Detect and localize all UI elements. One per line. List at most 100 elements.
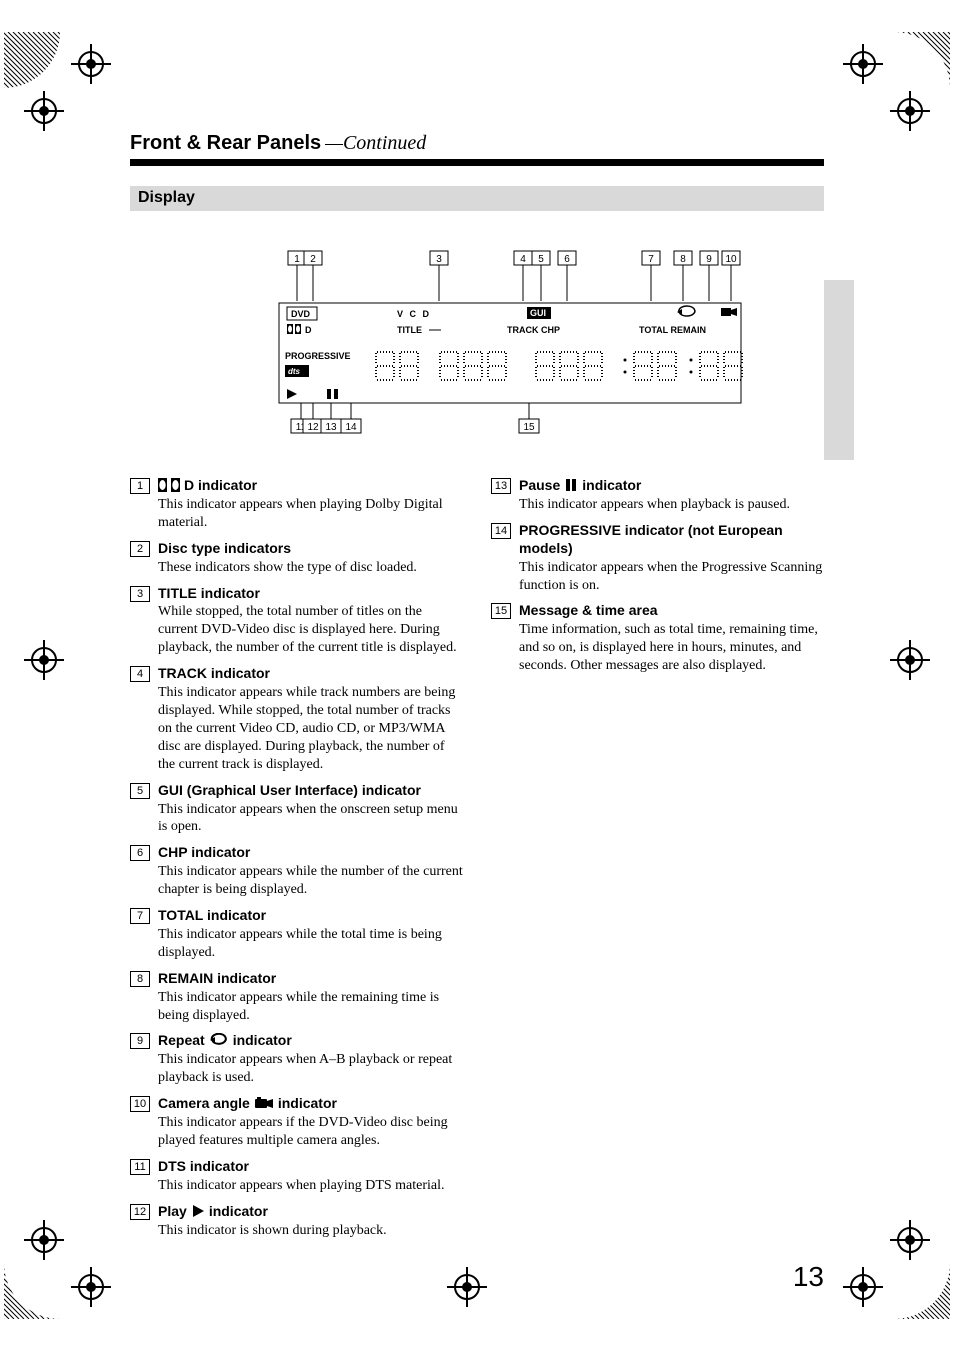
registration-target-icon (71, 44, 111, 84)
item-desc: This indicator appears if the DVD-Video … (158, 1114, 463, 1150)
left-column: 1 D indicator This indicator appears when… (130, 477, 463, 1240)
item-title: TRACK indicator (158, 665, 463, 683)
svg-text:V C D: V C D (397, 309, 431, 319)
list-item: 8REMAIN indicatorThis indicator appears … (130, 970, 463, 1025)
item-number: 7 (130, 908, 150, 924)
item-title: TOTAL indicator (158, 907, 463, 925)
svg-text:6: 6 (564, 254, 570, 265)
item-number: 12 (130, 1204, 150, 1220)
item-number: 3 (130, 586, 150, 602)
item-number: 1 (130, 478, 150, 494)
svg-text:4: 4 (520, 254, 526, 265)
item-title: GUI (Graphical User Interface) indicator (158, 782, 463, 800)
list-item: 5 GUI (Graphical User Interface) indicato… (130, 782, 463, 837)
list-item: 6CHP indicatorThis indicator appears whi… (130, 844, 463, 899)
list-item: 10Camera angle indicatorThis indicator a… (130, 1095, 463, 1150)
repeat-icon (209, 1032, 229, 1050)
registration-target-icon (843, 44, 883, 84)
svg-text:TITLE: TITLE (397, 325, 422, 335)
chapter-heading: Front & Rear Panels —Continued (130, 132, 824, 155)
registration-hatch-icon (4, 32, 60, 88)
registration-target-icon (447, 1267, 487, 1307)
list-item: 1 D indicatorThis indicator appears when… (130, 477, 463, 532)
list-item: 7 TOTAL indicatorThis indicator appears w… (130, 907, 463, 962)
registration-target-icon (890, 640, 930, 680)
list-item: 4 TRACK indicatorThis indicator appears w… (130, 665, 463, 773)
item-title: PROGRESSIVE indicator (not European mode… (519, 522, 824, 558)
svg-text:9: 9 (706, 254, 712, 265)
pause-icon (564, 477, 578, 495)
registration-hatch-icon (4, 1263, 60, 1319)
svg-text:dts: dts (288, 367, 301, 376)
registration-target-icon (890, 1220, 930, 1260)
item-desc: Time information, such as total time, re… (519, 621, 824, 675)
list-item: 9Repeat indicatorThis indicator appears … (130, 1032, 463, 1087)
item-number: 5 (130, 783, 150, 799)
registration-target-icon (24, 91, 64, 131)
item-title: Play indicator (158, 1203, 463, 1221)
item-number: 14 (491, 523, 511, 539)
item-desc: This indicator appears while track numbe… (158, 684, 463, 774)
list-item: 2 Disc type indicatorsThese indicators sh… (130, 540, 463, 577)
item-title: Disc type indicators (158, 540, 463, 558)
item-number: 8 (130, 971, 150, 987)
item-number: 13 (491, 478, 511, 494)
svg-text:DVD: DVD (291, 309, 311, 319)
item-desc: This indicator appears when the onscreen… (158, 801, 463, 837)
item-title: REMAIN indicator (158, 970, 463, 988)
item-desc: This indicator appears when playing DTS … (158, 1177, 463, 1195)
item-title: Message & time area (519, 602, 824, 620)
item-number: 2 (130, 541, 150, 557)
item-number: 15 (491, 603, 511, 619)
item-title: DTS indicator (158, 1158, 463, 1176)
list-item: 12Play indicatorThis indicator is shown … (130, 1203, 463, 1240)
svg-text:GUI: GUI (530, 308, 546, 318)
page-body: Front & Rear Panels —Continued Display D… (130, 132, 824, 1240)
item-desc: This indicator appears when playback is … (519, 496, 824, 514)
right-column: 13Pause indicatorThis indicator appears … (491, 477, 824, 1240)
section-heading: Display (130, 186, 824, 211)
play-icon (191, 1203, 205, 1221)
item-desc: This indicator appears while the number … (158, 863, 463, 899)
svg-text:7: 7 (648, 254, 654, 265)
svg-text:15: 15 (523, 422, 535, 433)
item-desc: These indicators show the type of disc l… (158, 559, 463, 577)
list-item: 14 PROGRESSIVE indicator (not European mo… (491, 522, 824, 595)
item-title: D indicator (158, 477, 463, 495)
side-tab (824, 280, 854, 460)
svg-text:14: 14 (345, 422, 357, 433)
display-diagram: DVD V C D GUI D TITLE TRACK CHP TOTAL REMAIN PR… (130, 245, 824, 457)
camera-icon (254, 1095, 274, 1113)
item-desc: This indicator appears when A–B playback… (158, 1051, 463, 1087)
svg-text:PROGRESSIVE: PROGRESSIVE (285, 351, 351, 361)
registration-target-icon (24, 1220, 64, 1260)
item-number: 11 (130, 1159, 150, 1175)
svg-text:5: 5 (538, 254, 544, 265)
item-number: 4 (130, 666, 150, 682)
item-title: TITLE indicator (158, 585, 463, 603)
svg-text:2: 2 (310, 254, 316, 265)
item-desc: This indicator appears while the total t… (158, 926, 463, 962)
list-item: 11 DTS indicatorThis indicator appears wh… (130, 1158, 463, 1195)
chapter-rule (130, 159, 824, 166)
svg-text:3: 3 (436, 254, 442, 265)
registration-hatch-icon (894, 1263, 950, 1319)
svg-text:13: 13 (325, 422, 337, 433)
item-title: Repeat indicator (158, 1032, 463, 1050)
item-title: Camera angle indicator (158, 1095, 463, 1113)
item-title: CHP indicator (158, 844, 463, 862)
svg-text:TOTAL REMAIN: TOTAL REMAIN (639, 325, 706, 335)
list-item: 15 Message & time areaTime information, s… (491, 602, 824, 675)
item-desc: While stopped, the total number of title… (158, 603, 463, 657)
svg-text:TRACK CHP: TRACK CHP (507, 325, 560, 335)
svg-text:D: D (305, 325, 312, 335)
svg-text:1: 1 (294, 254, 300, 265)
registration-target-icon (71, 1267, 111, 1307)
chapter-continued: —Continued (325, 132, 426, 155)
item-desc: This indicator appears when the Progress… (519, 559, 824, 595)
registration-target-icon (843, 1267, 883, 1307)
list-item: 3 TITLE indicatorWhile stopped, the total… (130, 585, 463, 658)
svg-text:8: 8 (680, 254, 686, 265)
page-number: 13 (793, 1261, 824, 1293)
item-title: Pause indicator (519, 477, 824, 495)
